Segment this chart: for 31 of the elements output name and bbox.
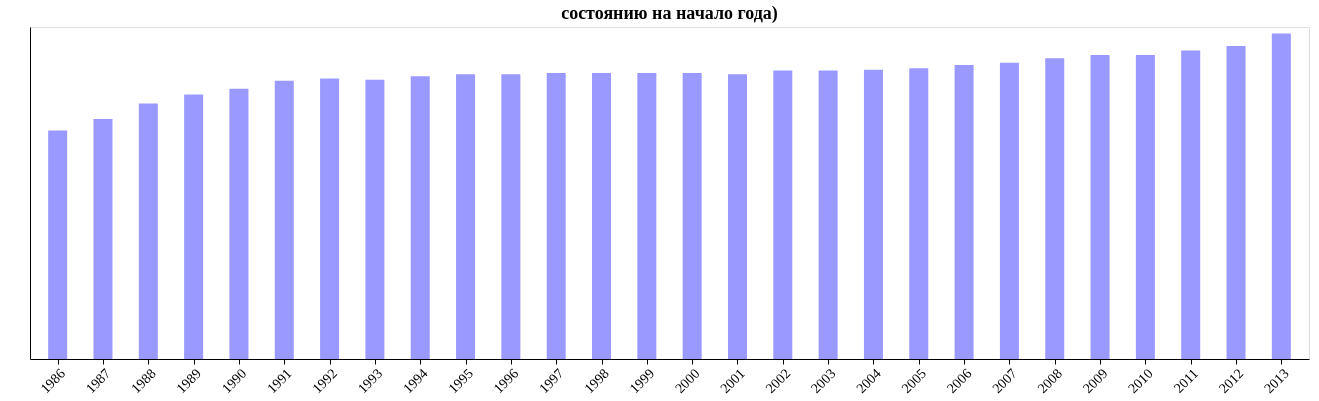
- x-tick-label: 2011: [1171, 365, 1202, 396]
- chart-title: состоянию на начало года): [561, 3, 778, 24]
- bar: [93, 119, 113, 359]
- bar: [954, 65, 974, 359]
- bar: [320, 78, 340, 359]
- bar: [909, 68, 929, 359]
- bar: [501, 74, 521, 359]
- bar: [410, 76, 430, 359]
- bar: [863, 69, 883, 359]
- x-tick-label: 1991: [264, 365, 295, 397]
- bar: [456, 74, 476, 359]
- bar: [1090, 54, 1110, 359]
- bar: [727, 74, 747, 359]
- bar: [1135, 54, 1155, 359]
- bar: [592, 72, 612, 359]
- bar: [637, 72, 657, 359]
- bar: [274, 80, 294, 359]
- bar: [1181, 50, 1201, 359]
- bar: [773, 70, 793, 359]
- bar: [365, 79, 385, 359]
- bar: [1271, 33, 1291, 359]
- bar: [999, 62, 1019, 359]
- bar: [48, 130, 68, 359]
- bar: [1045, 58, 1065, 359]
- bar: [184, 94, 204, 359]
- bar: [818, 70, 838, 359]
- bar: [229, 88, 249, 359]
- bar: [1226, 45, 1246, 359]
- bar: [682, 72, 702, 359]
- bar: [546, 72, 566, 359]
- bar: [138, 103, 158, 359]
